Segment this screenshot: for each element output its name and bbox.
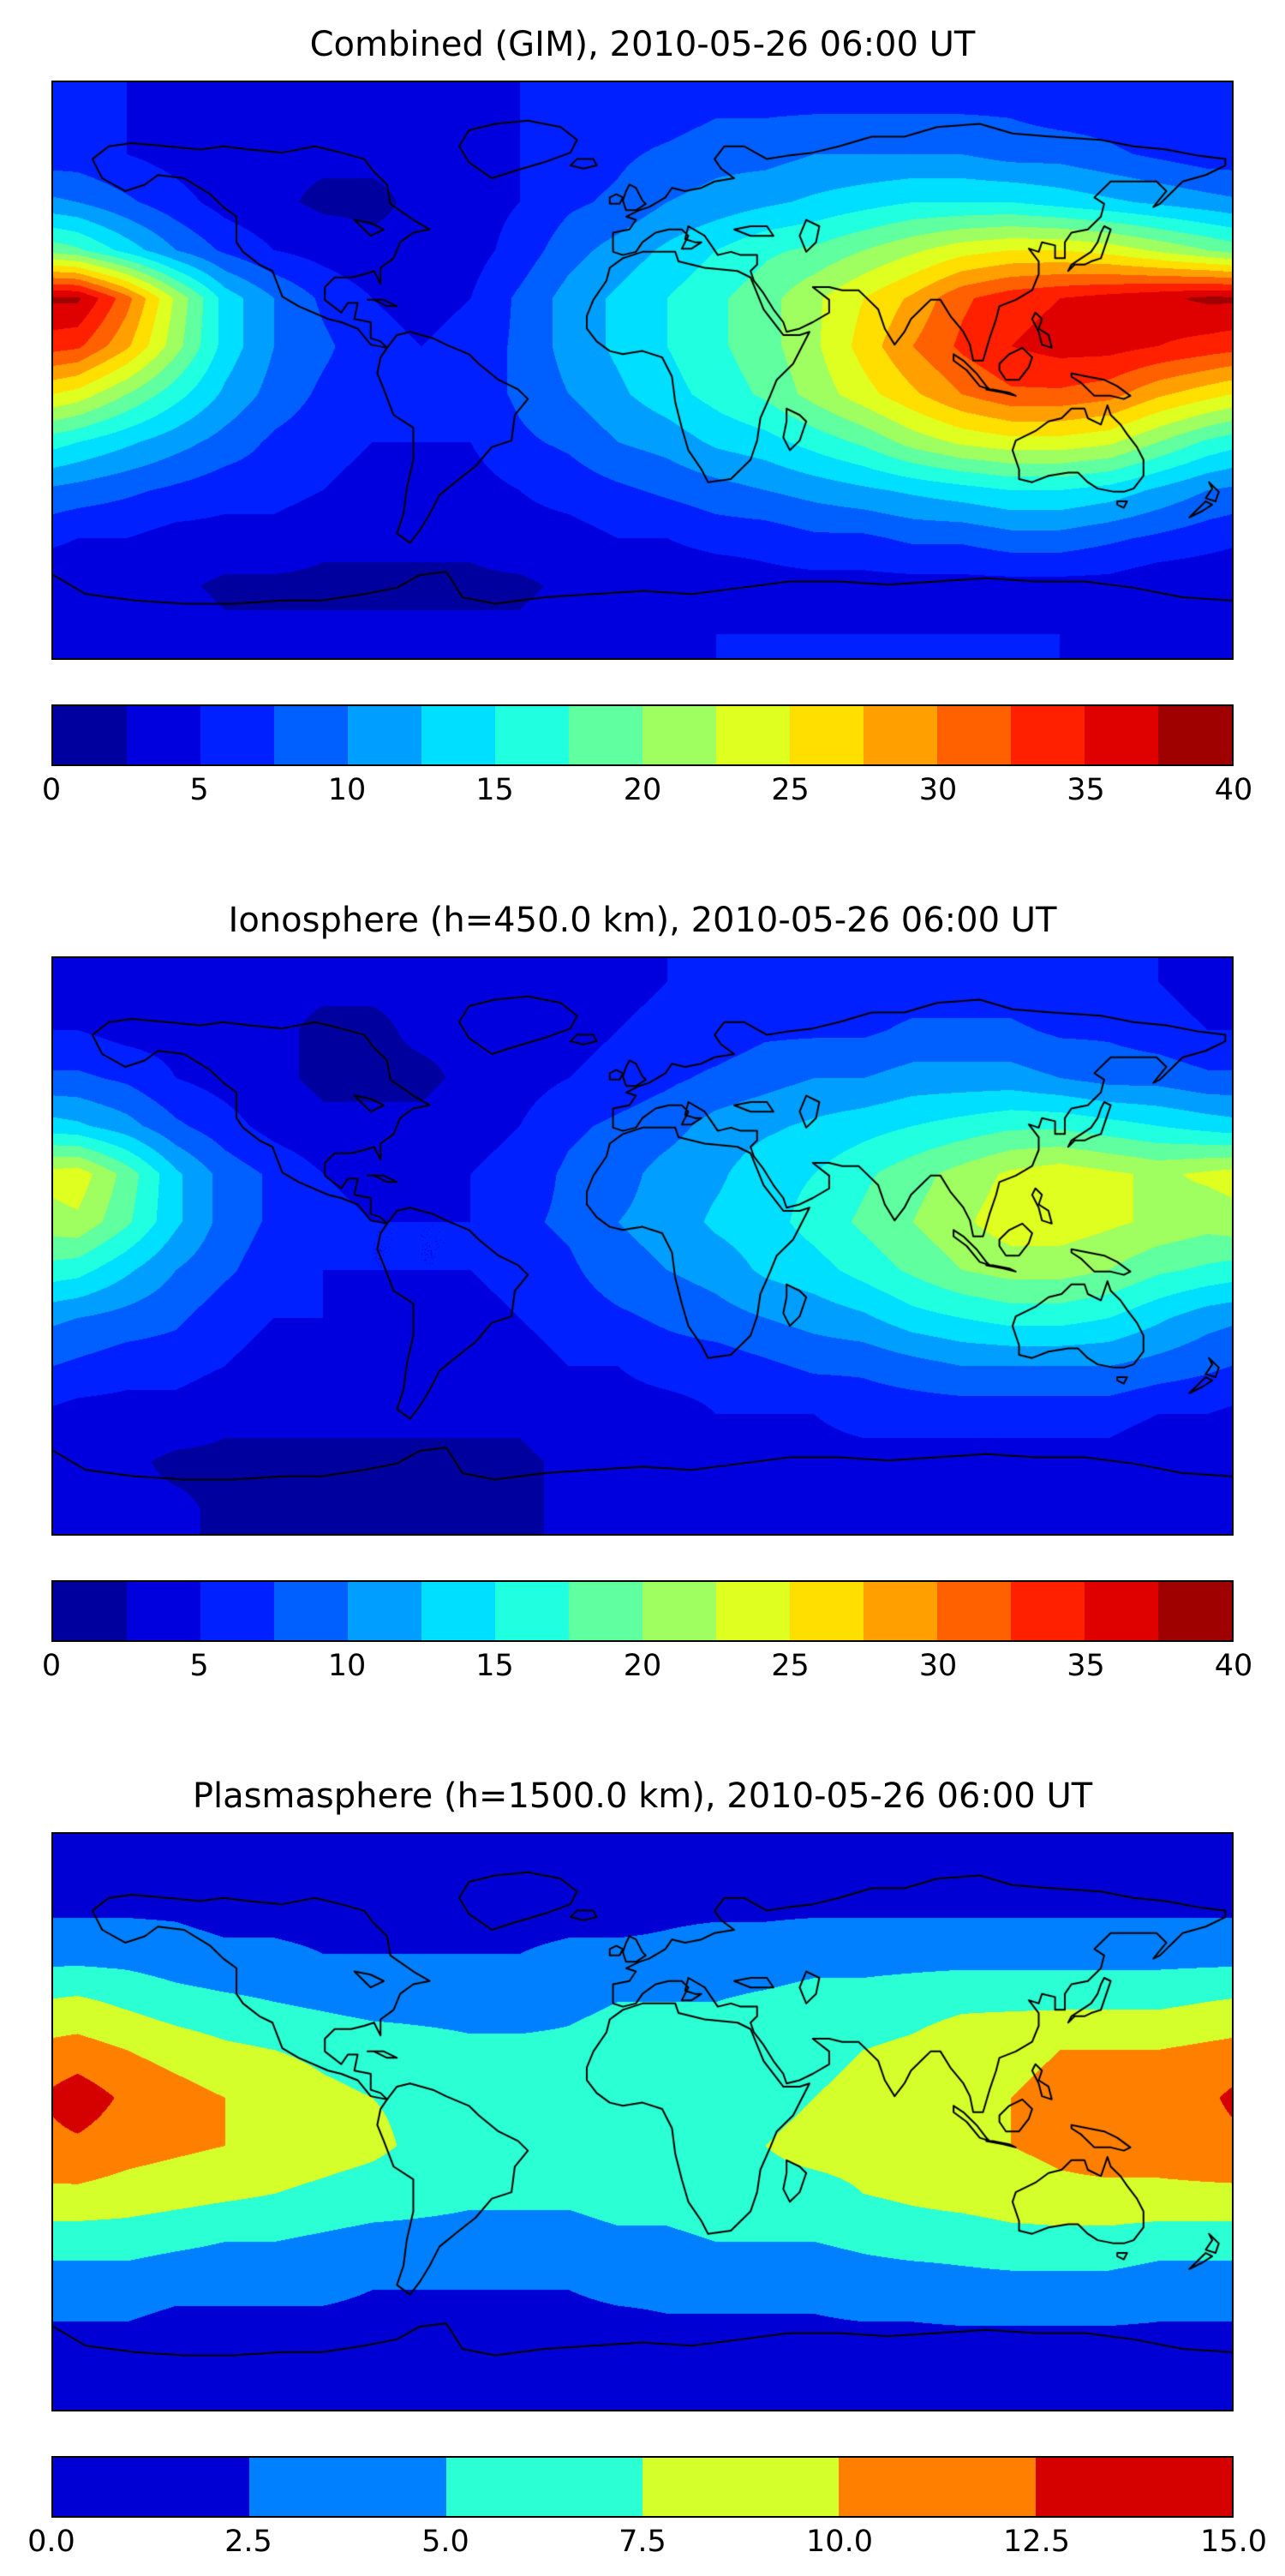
colorbar-tick-label: 5 (189, 1649, 209, 1683)
colorbar-segment (864, 706, 937, 764)
colorbar (51, 704, 1234, 766)
colorbar (51, 2456, 1234, 2518)
colorbar-tick-label: 25 (771, 1649, 810, 1683)
panel-title: Combined (GIM), 2010-05-26 06:00 UT (309, 25, 976, 64)
world-map (51, 956, 1234, 1536)
colorbar-segment (839, 2458, 1036, 2516)
world-map-canvas (53, 82, 1232, 658)
colorbar-segment (53, 706, 127, 764)
world-map (51, 1832, 1234, 2411)
colorbar-tick-label: 30 (918, 1649, 958, 1683)
colorbar-segment (1085, 706, 1158, 764)
colorbar-tick-label: 5 (189, 773, 209, 807)
colorbar-tick-label: 35 (1067, 1649, 1105, 1683)
colorbar-segment (421, 1582, 495, 1640)
colorbar-segment (274, 706, 348, 764)
colorbar-segment (1011, 1582, 1085, 1640)
colorbar-segment (274, 1582, 348, 1640)
colorbar-tick-label: 10 (327, 1649, 367, 1683)
colorbar-segment (937, 706, 1011, 764)
colorbar-tick-label: 15 (475, 1649, 514, 1683)
colorbar-segment (421, 706, 495, 764)
colorbar-segment (1085, 1582, 1158, 1640)
colorbar-segment (127, 1582, 200, 1640)
world-map (51, 81, 1234, 660)
colorbar-segment (569, 706, 642, 764)
colorbar-segment (1158, 1582, 1232, 1640)
world-map-canvas (53, 958, 1232, 1534)
colorbar-tick-label: 0 (41, 1649, 62, 1683)
colorbar-segment (495, 706, 569, 764)
colorbar-segment (864, 1582, 937, 1640)
colorbar-tick-label: 0 (41, 773, 62, 807)
colorbar-segment (53, 2458, 250, 2516)
colorbar-segment (200, 1582, 274, 1640)
panel-title: Ionosphere (h=450.0 km), 2010-05-26 06:0… (228, 901, 1057, 940)
colorbar-segment (53, 1582, 127, 1640)
world-map-canvas (53, 1834, 1232, 2410)
colorbar-segment (716, 706, 790, 764)
colorbar-segment (1011, 706, 1085, 764)
colorbar-segment (716, 1582, 790, 1640)
colorbar-tick-label: 20 (623, 1649, 662, 1683)
colorbar-segment (937, 1582, 1011, 1640)
colorbar-tick-label: 10 (327, 773, 367, 807)
colorbar-tick-label: 10.0 (806, 2525, 873, 2559)
colorbar-segment (200, 706, 274, 764)
colorbar-segment (495, 1582, 569, 1640)
colorbar-tick-label: 0.0 (27, 2525, 75, 2559)
panel-plasmasphere: Plasmasphere (h=1500.0 km), 2010-05-26 0… (27, 1774, 1267, 2573)
colorbar-tick-label: 15.0 (1200, 2525, 1267, 2559)
colorbar-segment (348, 706, 421, 764)
colorbar-segment (348, 1582, 421, 1640)
colorbar-tick-label: 7.5 (619, 2525, 666, 2559)
colorbar-tick-label: 2.5 (224, 2525, 272, 2559)
colorbar-tick-labels: 0 5 10 15 20 25 30 35 40 (42, 773, 1252, 821)
colorbar-segment (249, 2458, 446, 2516)
colorbar-tick-label: 30 (918, 773, 958, 807)
colorbar-segment (642, 706, 716, 764)
colorbar-segment (1158, 706, 1232, 764)
colorbar-tick-label: 25 (771, 773, 810, 807)
colorbar-tick-label: 40 (1214, 773, 1253, 807)
colorbar-tick-label: 15 (475, 773, 514, 807)
colorbar-tick-label: 12.5 (1003, 2525, 1070, 2559)
colorbar-segment (642, 1582, 716, 1640)
colorbar-segment (790, 1582, 864, 1640)
colorbar (51, 1580, 1234, 1642)
colorbar-tick-labels: 0 5 10 15 20 25 30 35 40 (42, 1649, 1252, 1697)
colorbar-segment (127, 706, 200, 764)
colorbar-segment (642, 2458, 840, 2516)
colorbar-segment (569, 1582, 642, 1640)
colorbar-segment (1035, 2458, 1232, 2516)
panel-ionosphere: Ionosphere (h=450.0 km), 2010-05-26 06:0… (42, 898, 1252, 1697)
panel-title: Plasmasphere (h=1500.0 km), 2010-05-26 0… (192, 1776, 1093, 1816)
colorbar-tick-label: 35 (1067, 773, 1105, 807)
colorbar-segment (790, 706, 864, 764)
colorbar-tick-label: 5.0 (421, 2525, 469, 2559)
colorbar-tick-labels: 0.0 2.5 5.0 7.5 10.0 12.5 15.0 (27, 2525, 1267, 2573)
colorbar-tick-label: 20 (623, 773, 662, 807)
colorbar-tick-label: 40 (1214, 1649, 1253, 1683)
colorbar-segment (445, 2458, 642, 2516)
panel-combined-gim: Combined (GIM), 2010-05-26 06:00 UT 0 5 10… (42, 22, 1252, 821)
